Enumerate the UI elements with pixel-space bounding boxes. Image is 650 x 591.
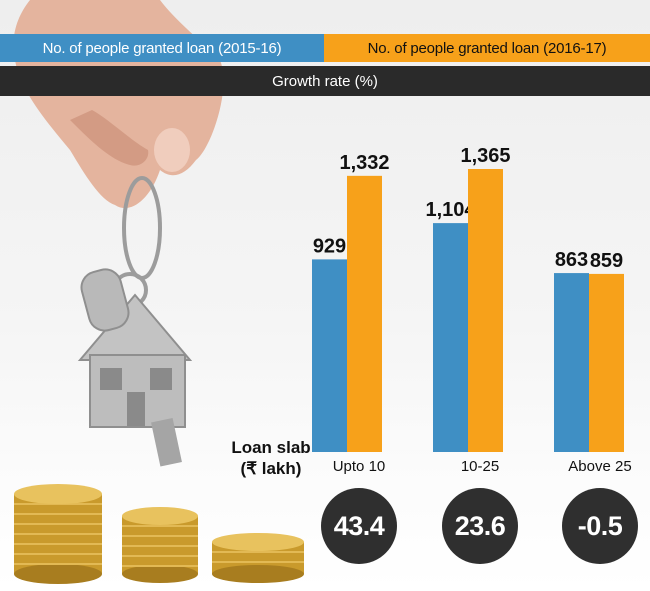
bar-upto-10-series-2 [347, 175, 382, 453]
value-label-10-25-series-1: 1,104 [425, 199, 476, 221]
category-label-above-25: Above 25 [568, 458, 632, 475]
house-keychain-icon [77, 268, 193, 467]
value-label-above-25-series-2: 859 [590, 250, 623, 272]
coin-stack-1 [14, 484, 102, 584]
coin-stacks-icon [14, 484, 304, 584]
x-axis-title-line2: (₹ lakh) [240, 459, 302, 478]
category-label-10-25: 10-25 [460, 458, 500, 475]
growth-rate-badge-10-25: 23.6 [442, 488, 518, 564]
growth-rate-badge-above-25: -0.5 [562, 488, 638, 564]
bar-above-25-series-1 [554, 273, 589, 452]
bar-10-25-series-1 [433, 223, 468, 452]
coin-stack-2 [122, 507, 198, 583]
legend-series-2015-16: No. of people granted loan (2015-16) [0, 34, 324, 62]
growth-rate-badge-upto-10: 43.4 [321, 488, 397, 564]
bar-upto-10-series-1 [312, 259, 347, 452]
growth-rate-legend: Growth rate (%) [0, 66, 650, 96]
coin-stack-3 [212, 533, 304, 583]
value-label-10-25-series-2: 1,365 [460, 145, 510, 167]
value-label-upto-10-series-2: 1,332 [339, 152, 389, 174]
legend: No. of people granted loan (2015-16) No.… [0, 34, 650, 62]
bar-above-25-series-2 [589, 273, 624, 452]
bar-10-25-series-2 [468, 169, 503, 452]
value-label-above-25-series-1: 863 [555, 249, 588, 271]
x-axis-title: Loan slab (₹ lakh) [226, 437, 316, 479]
value-label-upto-10-series-1: 929 [313, 235, 346, 257]
category-label-upto-10: Upto 10 [332, 458, 386, 475]
legend-series-2016-17: No. of people granted loan (2016-17) [324, 34, 650, 62]
x-axis-title-line1: Loan slab [231, 438, 311, 457]
